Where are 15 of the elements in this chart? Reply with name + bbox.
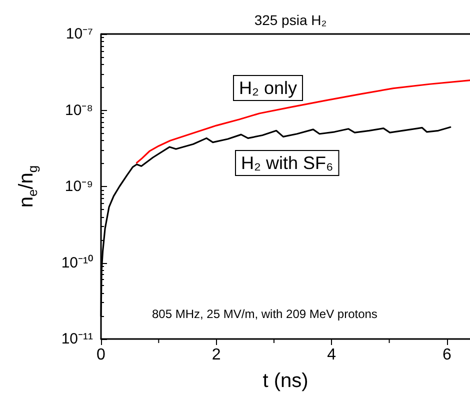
x-axis-title: t (ns) xyxy=(262,370,308,392)
x-tick-label: 4 xyxy=(327,346,336,364)
y-tick-label: 10⁻⁹ xyxy=(64,178,93,195)
y-tick-label: 10⁻⁸ xyxy=(64,102,93,119)
x-tick-label: 6 xyxy=(442,346,452,364)
y-axis-title: ne/ng xyxy=(16,165,40,208)
series-label: H₂ only xyxy=(239,78,298,98)
x-tick-label: 0 xyxy=(96,346,106,364)
y-tick-label: 10⁻⁷ xyxy=(66,26,93,42)
annotation: 805 MHz, 25 MV/m, with 209 MeV protons xyxy=(152,307,378,321)
chart-title: 325 psia H₂ xyxy=(254,12,327,28)
x-tick-label: 2 xyxy=(212,346,221,364)
series-label: H₂ with SF₆ xyxy=(241,153,334,173)
y-tick-label: 10⁻¹⁰ xyxy=(61,254,93,272)
y-tick-label: 10⁻¹¹ xyxy=(61,330,93,348)
